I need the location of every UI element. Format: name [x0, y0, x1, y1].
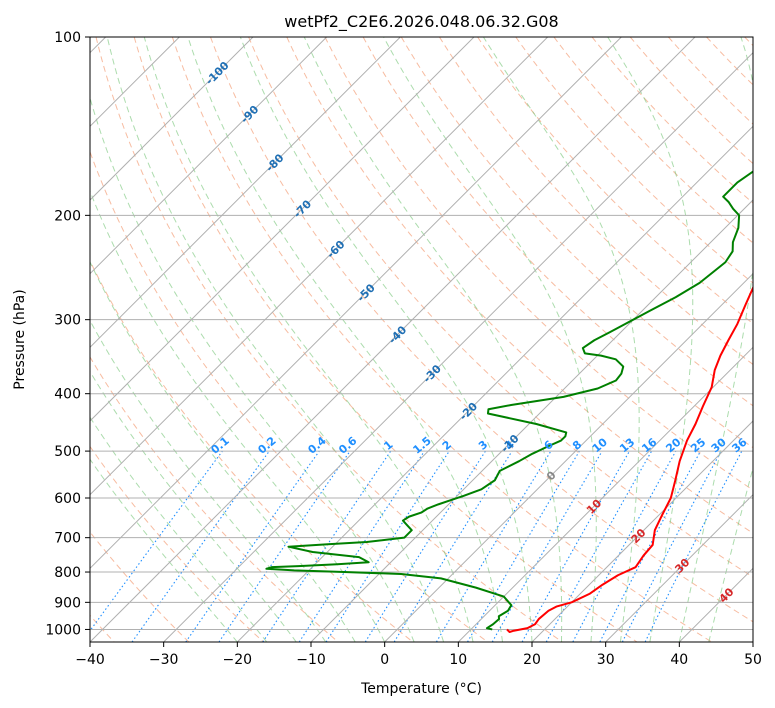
x-tick-label: −20	[223, 652, 253, 668]
moist-adiabat	[90, 416, 268, 642]
moist-adiabat	[708, 466, 753, 642]
moist-adiabat	[106, 37, 445, 642]
dry-adiabat	[591, 37, 753, 204]
moist-adiabat	[90, 189, 386, 642]
isotherm-line	[90, 37, 254, 201]
isotherm-line	[531, 420, 753, 642]
isotherm-line	[90, 37, 475, 422]
plot-frame	[89, 36, 754, 643]
moist-adiabat	[187, 37, 504, 642]
y-axis: 1000 900 800 700 600 500 400 300 200 100	[45, 30, 90, 638]
y-tick-label: 1000	[45, 622, 81, 638]
x-axis: −40 −30 −20 −10 0 10 20 30 40 50	[75, 642, 762, 668]
moist-adiabat	[90, 319, 327, 642]
dry-adiabat	[286, 37, 753, 534]
isotherm-line	[384, 272, 753, 642]
moist-adiabat	[303, 37, 563, 642]
moist-adiabat	[383, 37, 597, 642]
pressure-gridlines	[90, 37, 753, 630]
isotherm-line	[310, 199, 753, 642]
mixing-ratio-line	[131, 450, 270, 642]
dry-adiabat	[95, 37, 563, 642]
x-axis-title: Temperature (°C)	[360, 681, 482, 697]
background-lines	[90, 37, 753, 642]
isotherm-line	[163, 51, 753, 642]
y-tick-label: 500	[54, 444, 81, 460]
dry-adiabat	[210, 37, 753, 623]
x-tick-label: 10	[449, 652, 467, 668]
y-tick-label: 200	[54, 208, 81, 224]
mixing-ratio-line	[218, 450, 351, 642]
dry-adiabat	[400, 37, 753, 407]
dry-adiabat	[171, 37, 712, 642]
y-tick-label: 900	[54, 595, 81, 611]
isotherm-line	[457, 346, 753, 642]
temperature-profile	[506, 285, 753, 634]
series-group	[265, 170, 753, 634]
y-tick-label: 300	[54, 313, 81, 329]
mixing-ratio-line	[644, 450, 743, 642]
moist-adiabat	[607, 37, 694, 642]
mixing-ratio-line	[572, 450, 677, 642]
y-tick-label: 700	[54, 531, 81, 547]
moist-adiabat	[90, 458, 238, 642]
moist-adiabat	[90, 370, 297, 642]
y-axis-title: Pressure (hPa)	[12, 289, 28, 389]
dry-adiabat	[90, 356, 339, 642]
dry-adiabat	[90, 259, 414, 642]
moist-adiabat	[90, 260, 356, 642]
x-tick-label: 50	[744, 652, 762, 668]
isotherm-line	[236, 125, 753, 642]
dry-adiabat	[133, 37, 638, 642]
isotherm-line	[90, 37, 622, 570]
dewpoint-profile	[265, 170, 753, 631]
dry-adiabat	[324, 37, 753, 491]
moist-adiabat	[678, 37, 753, 642]
mixing-ratio-line	[521, 450, 630, 642]
x-tick-label: 40	[670, 652, 688, 668]
x-tick-label: −40	[75, 652, 105, 668]
x-tick-label: −10	[296, 652, 326, 668]
mixing-ratio-line	[262, 450, 392, 642]
isotherm-line	[605, 493, 753, 642]
x-tick-label: 30	[597, 652, 615, 668]
x-tick-label: 20	[523, 652, 541, 668]
dry-adiabat	[439, 37, 753, 366]
mixing-ratio-line	[545, 450, 653, 642]
mixing-ratio-line	[325, 450, 450, 642]
chart-title: wetPf2_C2E6.2026.048.06.32.G08	[284, 12, 558, 32]
y-tick-label: 600	[54, 491, 81, 507]
isotherm-line	[90, 37, 328, 275]
isotherm-line	[90, 37, 696, 642]
mixing-ratio-line	[185, 450, 320, 642]
dry-adiabat	[248, 37, 753, 578]
y-tick-label: 800	[54, 565, 81, 581]
mixing-ratio-line	[393, 450, 513, 642]
dry-adiabat	[553, 37, 753, 244]
y-tick-label: 400	[54, 387, 81, 403]
mixing-ratio-line	[90, 450, 223, 632]
moist-adiabat	[143, 37, 474, 642]
moist-adiabat	[482, 37, 640, 642]
isotherm-line	[90, 37, 549, 496]
x-tick-label: −30	[149, 652, 179, 668]
moist-adiabat	[239, 37, 533, 642]
y-tick-label: 100	[54, 30, 81, 46]
dry-adiabat	[90, 445, 264, 642]
x-tick-label: 0	[380, 652, 389, 668]
isotherm-line	[90, 37, 401, 349]
